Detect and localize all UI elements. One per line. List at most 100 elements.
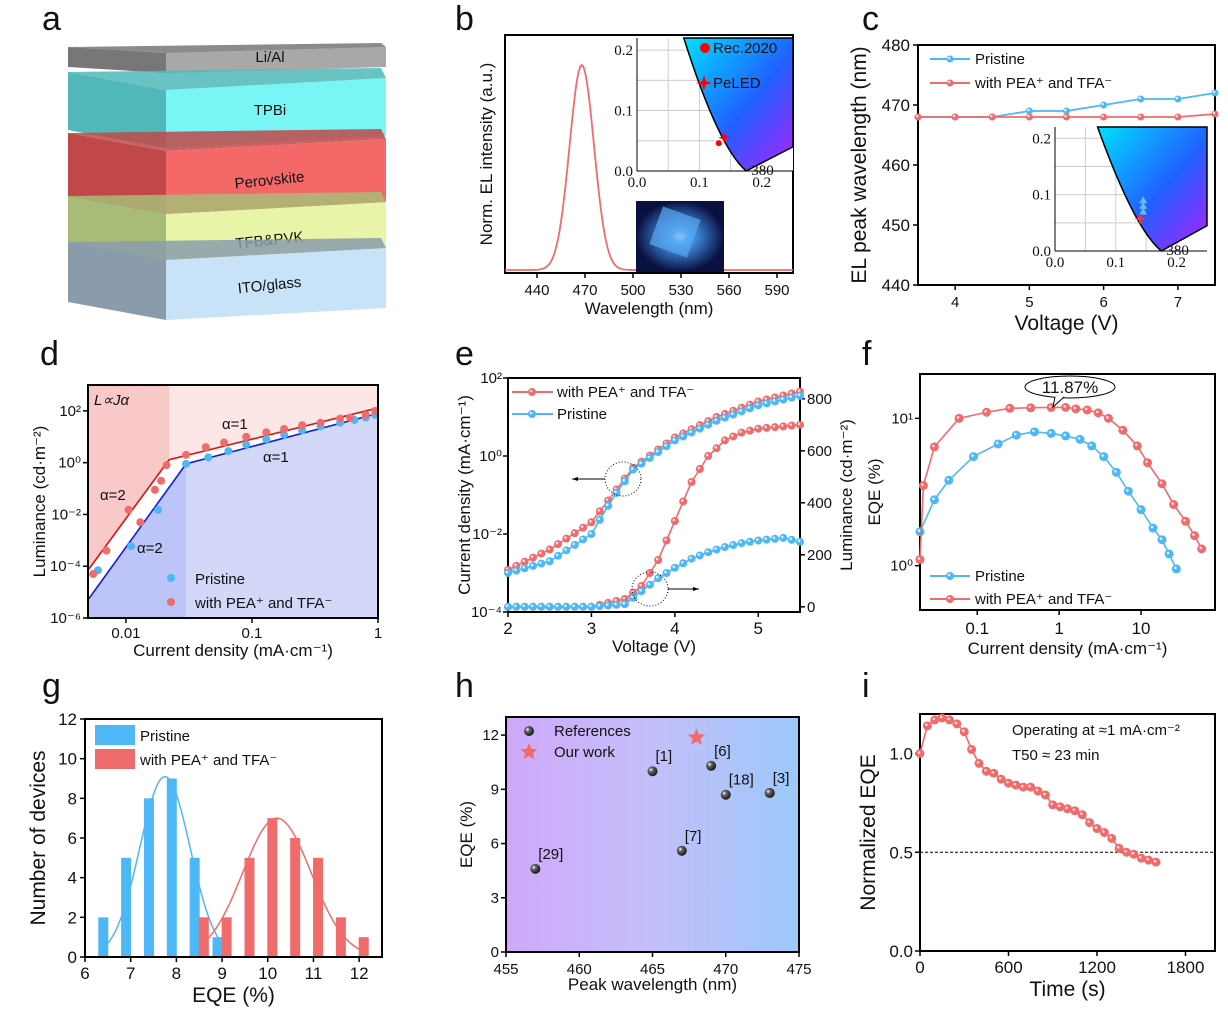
legend-marker: [946, 79, 954, 87]
data-point: [587, 602, 596, 611]
callout-pointer: [1052, 396, 1065, 409]
point-highlight: [1175, 114, 1179, 118]
data-point: [1136, 853, 1146, 863]
point-highlight: [614, 602, 617, 606]
data-point: [1151, 857, 1161, 867]
y-tick-label: 10⁻⁴: [471, 604, 502, 621]
point-highlight: [1077, 437, 1081, 440]
point-highlight: [1048, 405, 1052, 408]
point-highlight: [1199, 546, 1202, 550]
data-point: [127, 542, 136, 551]
point-highlight: [984, 409, 987, 413]
layer-side-face: [68, 72, 166, 148]
data-point: [982, 407, 992, 417]
data-point: [695, 424, 704, 433]
point-highlight: [705, 549, 709, 553]
data-point: [124, 505, 133, 514]
point-highlight: [680, 499, 684, 502]
inset-y-tick: 0.2: [614, 43, 633, 59]
annotation-power-law: L∝Jα: [94, 392, 130, 409]
data-point: [579, 535, 588, 544]
legend-rec2020: Rec.2020: [713, 40, 777, 57]
pristine-cie-point: [1139, 196, 1148, 204]
point-highlight: [772, 395, 776, 398]
data-point: [537, 559, 546, 568]
layer-side-face: [68, 47, 166, 73]
data-point: [695, 465, 704, 473]
x-tick-label: 3: [587, 619, 596, 638]
data-point: [1137, 95, 1145, 103]
y-tick-label: 10²: [480, 370, 502, 387]
series-pristine: [915, 427, 1181, 574]
data-point: [604, 601, 613, 610]
point-highlight: [1138, 114, 1142, 118]
inset-y-tick: 0.1: [1032, 188, 1051, 204]
point-highlight: [522, 566, 525, 569]
point-highlight: [572, 604, 576, 608]
point-highlight: [1134, 443, 1138, 447]
data-point: [1129, 849, 1139, 859]
point-highlight: [971, 454, 974, 457]
data-point: [136, 518, 145, 527]
data-point: [1148, 523, 1158, 533]
panel-label-g: g: [42, 667, 61, 705]
legend-marker-references: [524, 726, 534, 736]
point-highlight: [1175, 96, 1179, 100]
data-point: [770, 423, 779, 432]
x-tick-label: 12: [350, 964, 369, 983]
data-point: [796, 537, 804, 546]
point-highlight: [1159, 481, 1163, 485]
data-point: [316, 418, 325, 427]
series-pristine: [98, 775, 223, 957]
x-tick-label: 455: [493, 961, 518, 978]
data-point: [637, 587, 646, 596]
annotation-alpha1-treated: α=1: [222, 416, 248, 433]
data-point: [545, 602, 554, 611]
point-highlight: [952, 114, 956, 118]
reference-point: [720, 789, 731, 800]
point-highlight: [1020, 784, 1024, 788]
our-work-point: [687, 728, 705, 745]
point-highlight: [747, 539, 751, 543]
x-tick-label: 1: [1054, 619, 1063, 638]
point-highlight: [630, 467, 634, 470]
x-tick-label: 2: [503, 619, 512, 638]
shade-under-pristine-alpha2: [88, 463, 187, 618]
legend-marker: [528, 388, 536, 396]
point-highlight: [1101, 454, 1104, 457]
panel-i-stability: 0 600 1200 1800 0.0 0.5 1.0 Time (s) Normalized …: [857, 713, 1216, 1001]
point-highlight: [647, 455, 651, 459]
reference-citation: [6]: [714, 743, 731, 760]
series-treated: [914, 110, 1219, 121]
legend-marker-our-work: [520, 743, 538, 760]
data-point: [737, 407, 746, 416]
point-highlight: [1072, 808, 1076, 812]
data-point: [951, 113, 959, 121]
x-tick-label: 5: [1025, 294, 1033, 311]
point-highlight: [622, 478, 626, 482]
data-point: [1174, 95, 1182, 103]
y-tick-label: 10⁻²: [472, 526, 502, 543]
data-point: [1005, 403, 1015, 413]
data-point: [1174, 113, 1182, 121]
y-tick-label: 10⁰: [58, 455, 81, 472]
x-tick-label: 4: [951, 294, 959, 311]
data-point: [554, 551, 563, 560]
data-point: [993, 439, 1003, 449]
data-point: [554, 602, 563, 611]
histogram-bar: [221, 917, 232, 957]
panel-b-el-spectrum: 440 470 500 530 560 590 Wavelength (nm) Norm. E…: [477, 34, 794, 318]
data-point: [562, 546, 571, 555]
x-tick-label: 0.1: [965, 619, 989, 638]
y-axis-label: Norm. EL intensity (a.u.): [477, 63, 496, 246]
legend-label-treated: with PEA⁺ and TFA⁻: [194, 595, 332, 612]
data-point: [570, 602, 579, 611]
point-highlight: [917, 557, 921, 560]
point-highlight: [589, 519, 592, 523]
data-point: [520, 602, 529, 611]
histogram-bar: [313, 857, 324, 957]
data-point: [967, 745, 977, 755]
data-point: [937, 713, 947, 723]
layer-label: TPBi: [254, 102, 287, 119]
point-highlight: [739, 540, 742, 544]
